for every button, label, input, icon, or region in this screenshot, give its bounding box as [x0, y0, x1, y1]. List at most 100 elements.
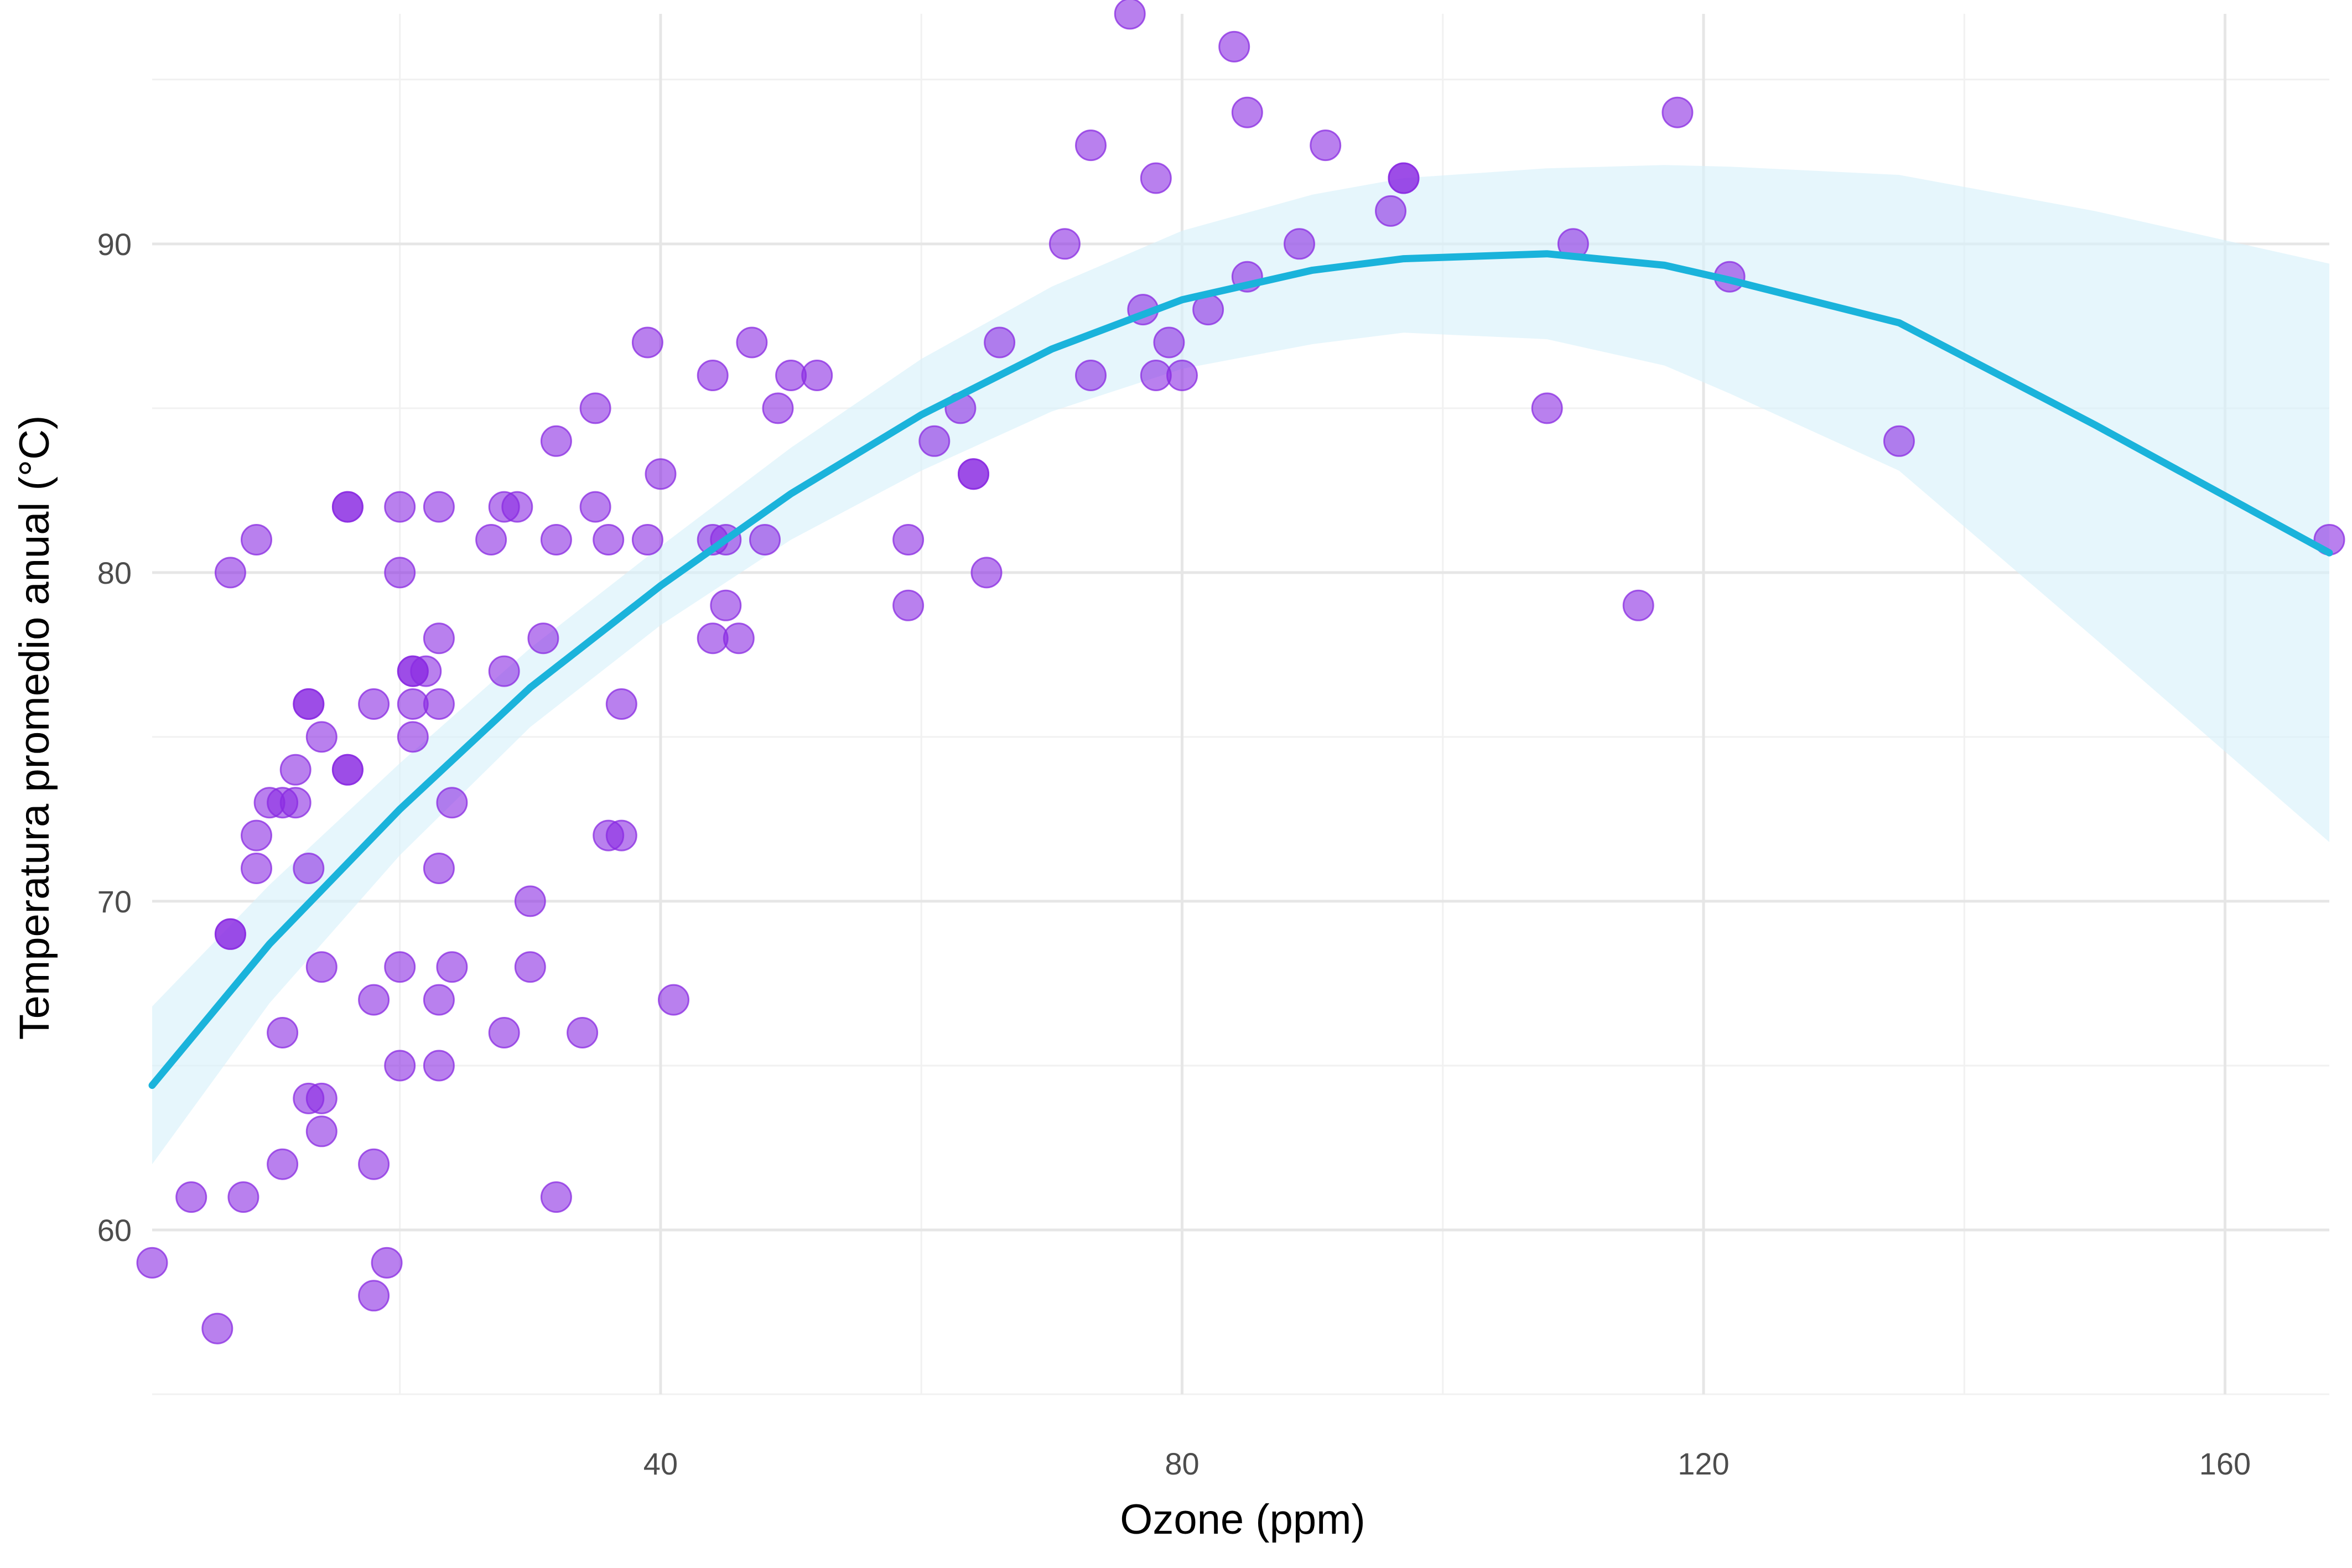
data-point — [397, 655, 429, 687]
y-tick-label: 90 — [97, 227, 132, 262]
data-point — [970, 557, 1003, 589]
x-tick-label: 160 — [2199, 1446, 2251, 1481]
data-point — [527, 622, 559, 655]
data-point — [305, 951, 338, 983]
data-point — [605, 819, 637, 852]
data-point — [540, 524, 572, 555]
data-point — [1114, 0, 1146, 30]
data-point — [293, 1082, 325, 1114]
data-point — [1531, 392, 1563, 424]
y-axis-title: Temperatura promedio anual (°C) — [11, 416, 58, 1040]
data-point — [227, 1181, 259, 1213]
data-point — [1310, 129, 1342, 162]
data-point — [762, 392, 794, 424]
data-point — [593, 524, 625, 555]
data-point — [579, 491, 611, 523]
data-point — [1662, 96, 1694, 128]
data-point — [423, 853, 455, 884]
data-point — [749, 524, 781, 555]
y-tick-label: 60 — [97, 1213, 132, 1248]
data-point — [371, 1247, 403, 1279]
x-tick-label: 80 — [1165, 1446, 1199, 1481]
y-tick-label: 80 — [97, 555, 132, 590]
data-point — [397, 721, 429, 753]
x-tick-labels: 40 80 120 160 — [643, 1446, 2251, 1481]
data-point — [1231, 96, 1263, 128]
data-point — [305, 721, 338, 753]
data-point — [892, 524, 925, 555]
data-point — [384, 1050, 416, 1082]
data-point — [1622, 589, 1654, 621]
data-point — [384, 491, 416, 523]
data-point — [384, 951, 416, 983]
data-point — [1375, 195, 1406, 227]
data-point — [1140, 162, 1172, 194]
data-point — [1075, 360, 1107, 391]
data-point — [358, 1280, 390, 1312]
data-point — [423, 622, 455, 655]
data-point — [579, 392, 611, 424]
data-point — [1218, 30, 1250, 63]
data-point — [358, 688, 390, 720]
smooth-trend-line — [148, 250, 2333, 1089]
data-point — [279, 754, 311, 786]
data-point — [540, 1181, 572, 1213]
data-point — [397, 688, 429, 720]
data-point — [658, 984, 689, 1016]
data-point — [567, 1017, 599, 1048]
data-point — [1075, 129, 1107, 162]
data-point — [331, 491, 364, 523]
data-point — [488, 1017, 520, 1048]
data-point — [540, 425, 572, 457]
data-point — [736, 326, 768, 359]
data-point — [631, 524, 663, 555]
data-point — [514, 951, 546, 983]
confidence-band — [152, 165, 2329, 1165]
data-point — [723, 622, 755, 655]
data-point — [436, 787, 468, 819]
data-point — [241, 819, 272, 852]
data-point — [293, 688, 325, 720]
data-point — [384, 557, 416, 589]
data-point — [605, 688, 637, 720]
data-point — [175, 1181, 207, 1213]
data-point — [488, 655, 520, 687]
data-point — [214, 918, 246, 950]
y-tick-label: 70 — [97, 884, 132, 919]
data-point — [892, 589, 925, 621]
data-point — [514, 885, 546, 917]
data-point — [358, 984, 390, 1016]
data-point — [1140, 360, 1172, 391]
data-point — [1048, 228, 1081, 260]
data-point — [331, 754, 364, 786]
data-point — [214, 557, 246, 589]
data-point — [958, 458, 989, 490]
data-point — [1388, 162, 1420, 194]
data-point — [136, 1247, 168, 1279]
y-tick-labels: 60 70 80 90 — [97, 227, 132, 1248]
data-point — [267, 1017, 299, 1048]
data-point — [475, 524, 507, 555]
trend-line — [148, 250, 2333, 1089]
data-point — [436, 951, 468, 983]
x-tick-label: 40 — [643, 1446, 678, 1481]
data-point — [253, 787, 285, 819]
data-point — [241, 524, 272, 555]
confidence-band-area — [152, 165, 2329, 1165]
data-point — [423, 984, 455, 1016]
data-point — [358, 1148, 390, 1180]
data-point — [984, 326, 1016, 359]
data-point — [267, 1148, 299, 1180]
data-point — [1883, 425, 1915, 457]
data-point — [241, 853, 272, 884]
data-point — [775, 360, 807, 391]
data-point — [1284, 228, 1315, 260]
data-point — [710, 589, 742, 621]
data-point — [423, 1050, 455, 1082]
data-point — [201, 1312, 233, 1344]
data-point — [1153, 326, 1185, 359]
data-point — [305, 1115, 338, 1148]
data-point — [918, 425, 951, 457]
data-point — [423, 491, 455, 523]
